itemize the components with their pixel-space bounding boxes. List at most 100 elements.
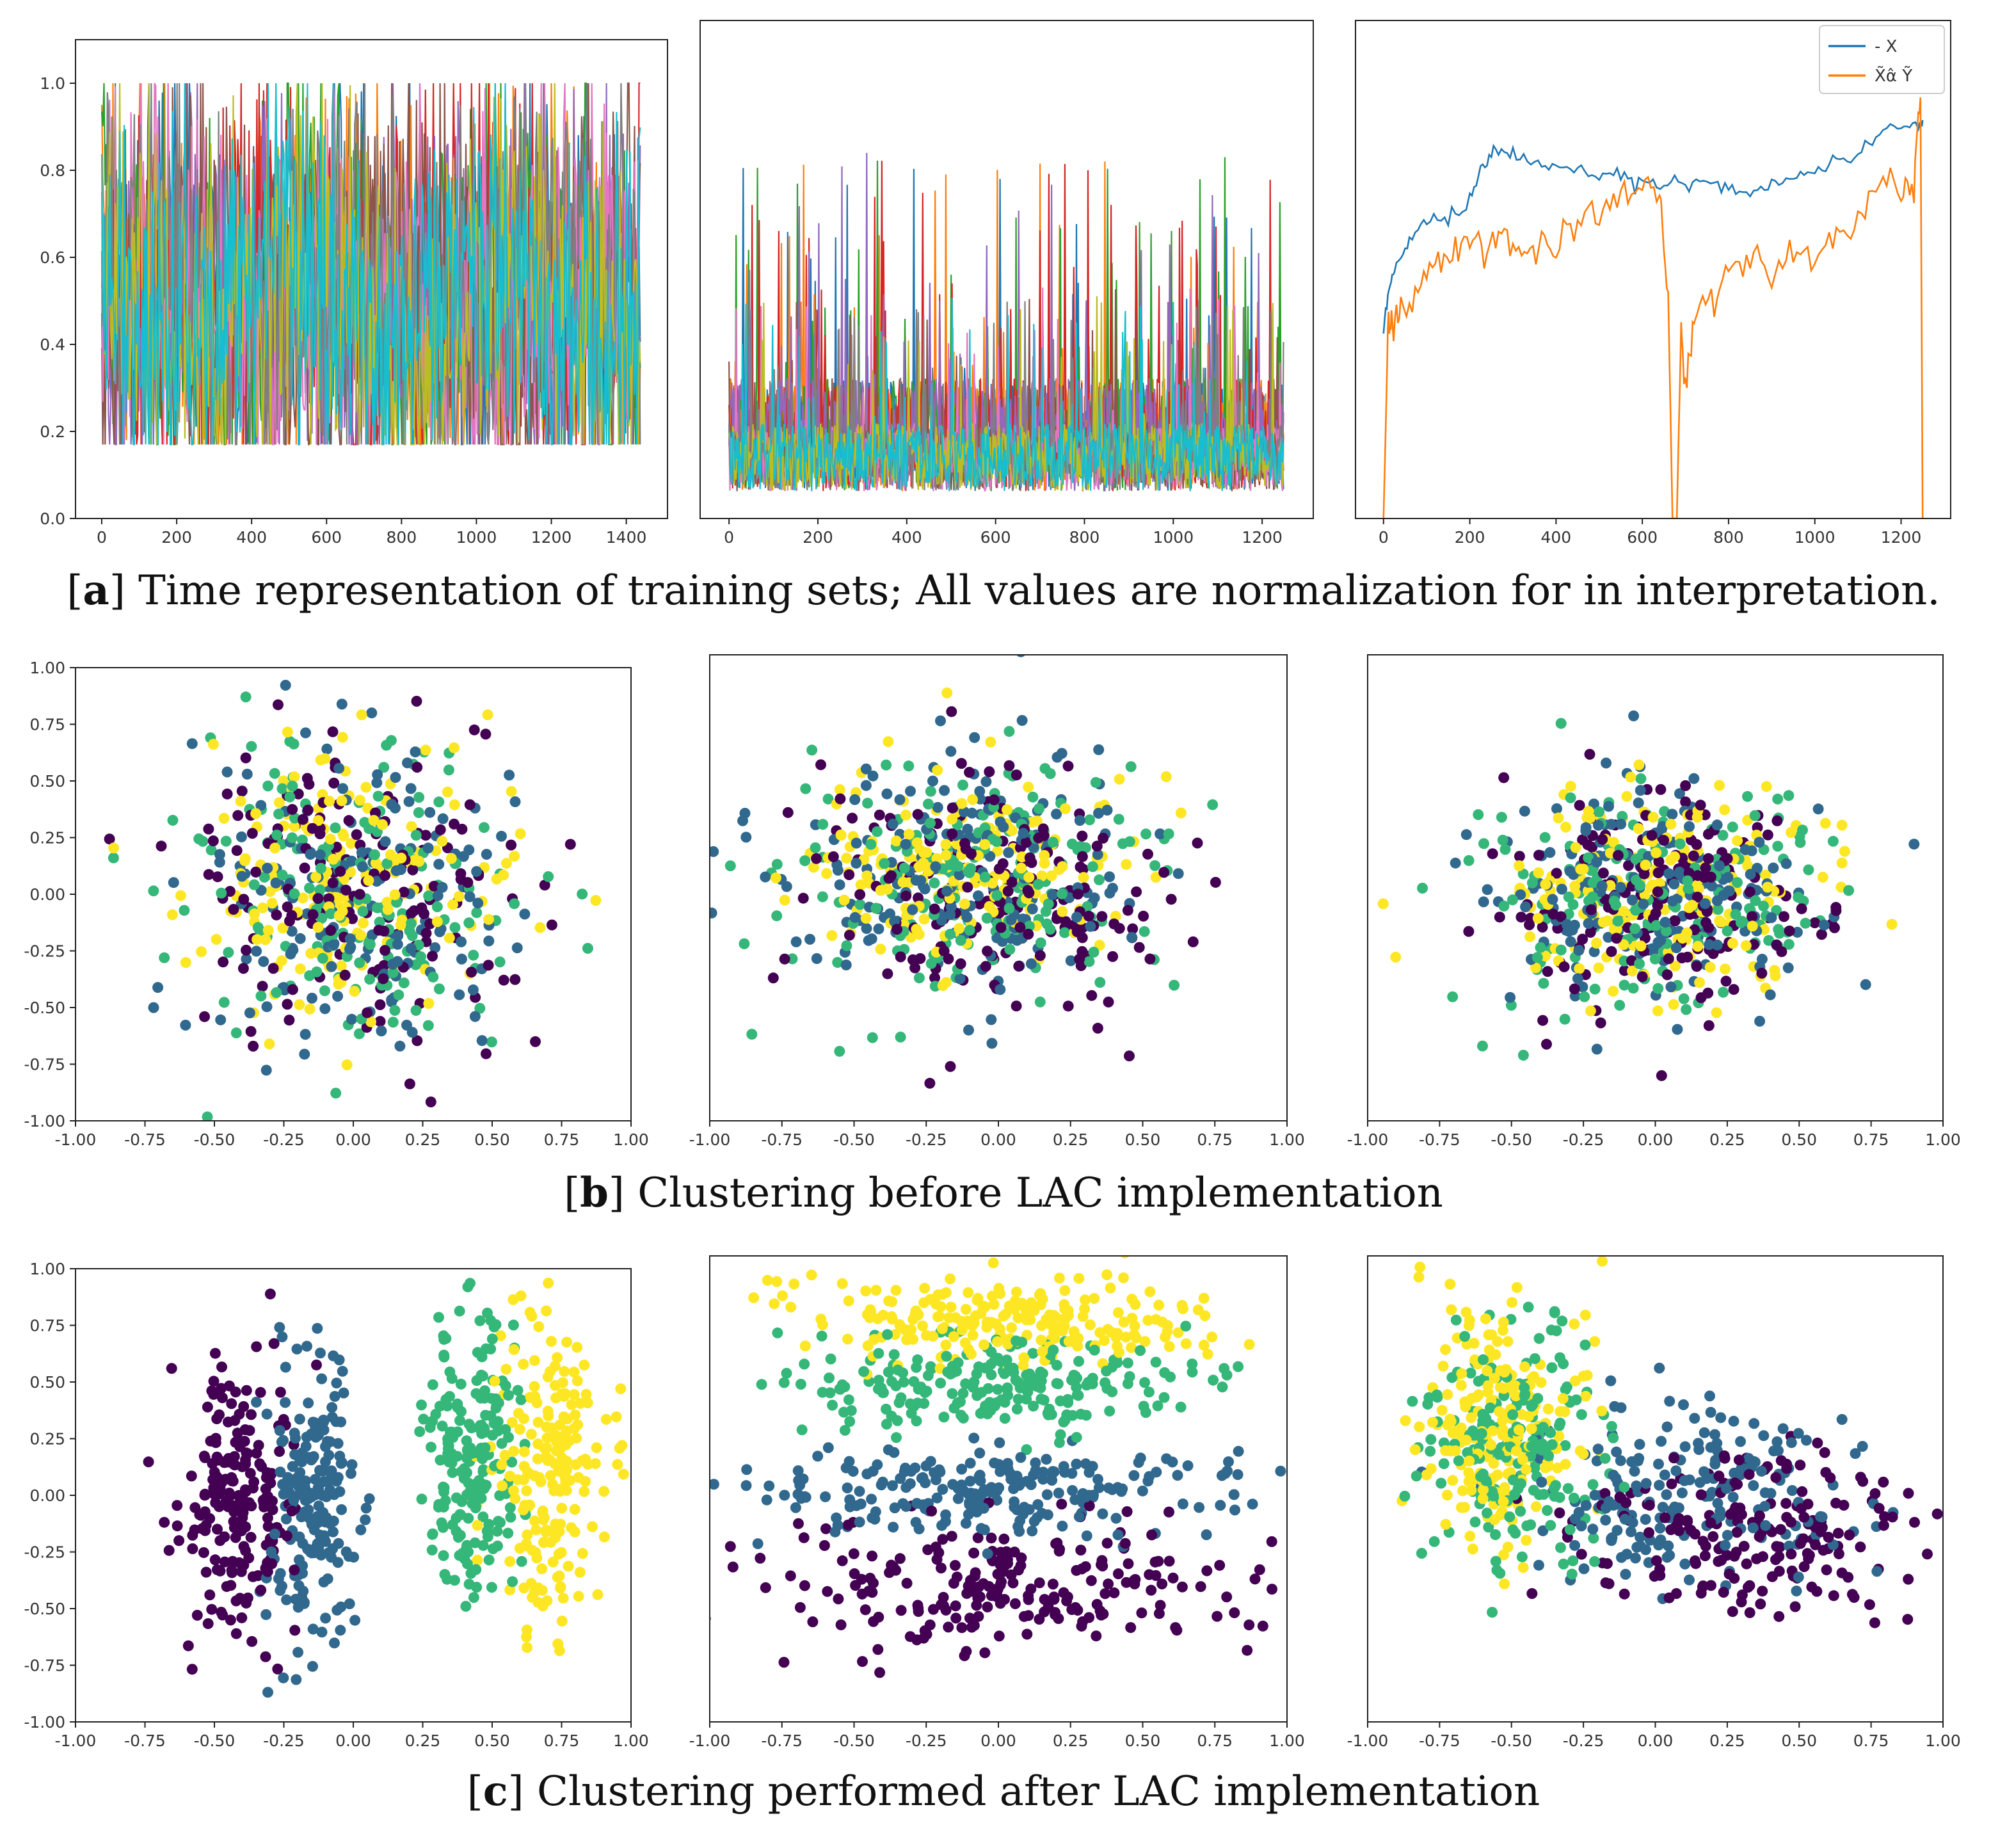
scatter-point (313, 1500, 324, 1512)
scatter-point (299, 1049, 310, 1060)
scatter-point (340, 885, 351, 896)
series-line-1 (1382, 97, 1924, 518)
scatter-point (368, 815, 380, 826)
scatter-point (961, 1587, 973, 1599)
x-tick-label: -1.00 (1347, 1130, 1389, 1149)
scatter-point (470, 1502, 481, 1514)
scatter-point (900, 839, 911, 850)
scatter-point (1747, 1522, 1759, 1534)
scatter-point (1146, 1529, 1158, 1541)
scatter-point (771, 1276, 783, 1287)
scatter-point (1679, 1441, 1691, 1452)
caption-a: [a] Time representation of training sets… (0, 566, 2007, 615)
scatter-point (262, 1557, 273, 1568)
scatter-point (861, 1309, 873, 1321)
scatter-point (1652, 1005, 1663, 1016)
scatter-point (877, 1476, 888, 1488)
scatter-point (248, 879, 260, 890)
plot-area (1396, 1256, 1943, 1628)
y-tick-label: 0.50 (29, 772, 65, 791)
scatter-point (1569, 1513, 1581, 1525)
scatter-point (1016, 862, 1027, 874)
scatter-point (618, 1468, 629, 1480)
scatter-point (1053, 1488, 1064, 1498)
scatter-point (861, 1468, 873, 1480)
scatter-point (214, 856, 225, 868)
scatter-point (525, 1429, 537, 1440)
scatter-point (1773, 924, 1784, 935)
scatter-point (1663, 953, 1674, 965)
scatter-point (1492, 1469, 1503, 1481)
scatter-point (1080, 1458, 1091, 1470)
scatter-point (1909, 1516, 1920, 1528)
scatter-point (436, 881, 448, 893)
scatter-point (872, 1383, 884, 1395)
scatter-point (462, 1281, 474, 1292)
x-tick-label: 0.00 (335, 1130, 371, 1149)
scatter-point (1651, 847, 1662, 858)
scatter-point (506, 786, 517, 797)
scatter-point (1067, 1336, 1079, 1347)
scatter-point (1783, 938, 1795, 950)
scatter-point (1025, 1583, 1037, 1595)
scatter-point (1795, 1538, 1806, 1549)
scatter-point (1399, 1490, 1411, 1502)
scatter-point (406, 1027, 418, 1038)
scatter-point (1758, 1430, 1770, 1442)
scatter-point (1659, 1469, 1670, 1481)
scatter-point (451, 1492, 462, 1504)
scatter-point (1460, 1434, 1472, 1446)
scatter-point (431, 901, 443, 913)
scatter-point (1587, 1479, 1599, 1490)
scatter-point (541, 1305, 552, 1317)
scatter-point (552, 1638, 564, 1650)
scatter-point (1267, 1584, 1277, 1595)
scatter-point (1572, 973, 1583, 984)
x-tick-label: 1000 (1795, 528, 1835, 547)
scatter-point (1666, 1478, 1677, 1490)
scatter-point (356, 847, 367, 858)
x-tick-label: 1400 (606, 528, 647, 547)
scatter-point (886, 1296, 898, 1308)
scatter-point (1047, 1579, 1059, 1590)
scatter-point (551, 1436, 563, 1448)
scatter-point (271, 830, 283, 840)
scatter-point (314, 849, 326, 860)
scatter-point (1130, 1299, 1141, 1310)
scatter-point (964, 1458, 976, 1469)
scatter-point (986, 1014, 997, 1025)
scatter-point (518, 1413, 529, 1424)
scatter-point (894, 1553, 906, 1564)
scatter-point (806, 1269, 817, 1281)
scatter-point (422, 842, 434, 854)
scatter-point (301, 773, 313, 784)
scatter-point (1810, 1539, 1821, 1550)
scatter-point (1084, 814, 1096, 826)
scatter-point (1633, 797, 1644, 808)
scatter-point (327, 877, 339, 888)
scatter-point (600, 1413, 612, 1425)
scatter-point (1155, 1600, 1166, 1611)
scatter-point (1744, 886, 1755, 897)
scatter-point (1630, 853, 1642, 865)
scatter-point (724, 860, 736, 872)
scatter-point (262, 780, 274, 792)
scatter-point (245, 1532, 257, 1543)
scatter-point (521, 1485, 532, 1497)
scatter-point (1514, 860, 1525, 871)
scatter-point (1175, 807, 1187, 819)
scatter-point (870, 903, 882, 914)
scatter-point (841, 940, 852, 951)
scatter-point (890, 1329, 900, 1340)
scatter-point (1497, 1324, 1508, 1336)
scatter-point (1507, 894, 1518, 906)
scatter-point (1027, 1525, 1038, 1537)
scatter-point (998, 1310, 1009, 1322)
scatter-point (1072, 888, 1083, 900)
scatter-point (1229, 1504, 1240, 1516)
scatter-point (1873, 1502, 1885, 1514)
scatter-point (1094, 977, 1106, 988)
scatter-point (426, 1545, 438, 1555)
scatter-point (1482, 884, 1493, 896)
scatter-point (447, 899, 458, 910)
